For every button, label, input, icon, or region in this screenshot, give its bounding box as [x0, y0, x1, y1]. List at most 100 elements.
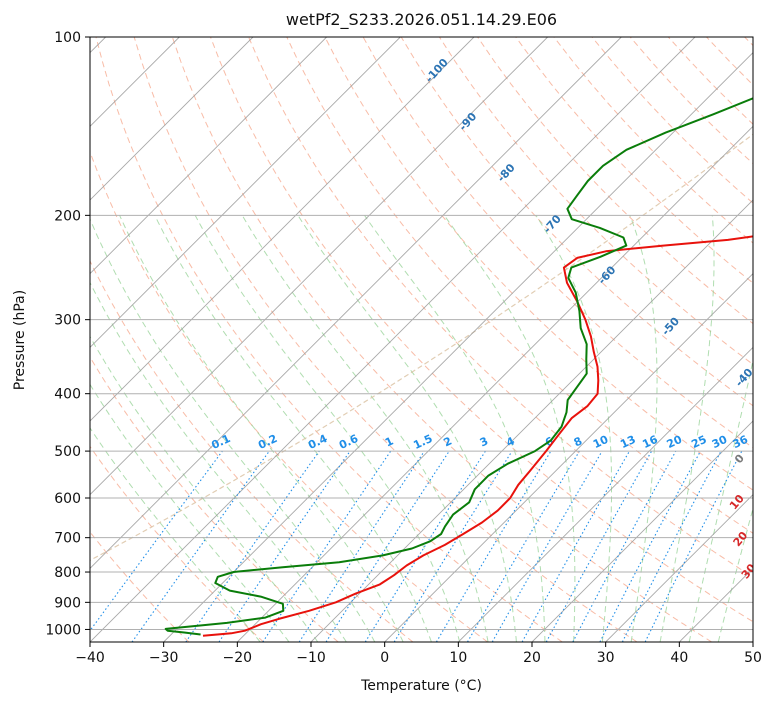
y-tick-label: 700 [54, 531, 81, 547]
y-tick-label: 100 [54, 30, 81, 46]
moist-adiabat-label: 0 [732, 452, 747, 466]
dry-adiabat-line [591, 37, 753, 204]
isotherm-line [163, 52, 753, 642]
mixing-ratio-line [364, 450, 486, 642]
moist-adiabat-line [194, 215, 461, 642]
mixing-ratio-label: 1.5 [411, 432, 434, 452]
x-axis-label: Temperature (°C) [361, 678, 482, 694]
dry-adiabat-label: -60 [595, 263, 618, 287]
dry-adiabat-line [90, 150, 488, 642]
mixing-ratio-line [521, 450, 630, 642]
isotherm-line [90, 37, 254, 201]
mixing-ratio-label: 0.4 [306, 432, 329, 452]
dry-adiabat-label: -100 [423, 56, 451, 85]
isotherm-line [310, 199, 753, 642]
moist-adiabat-line [154, 215, 432, 642]
mixing-ratio-label: 0.1 [209, 432, 232, 452]
dry-adiabat-line [95, 37, 563, 642]
moist-adiabat-line [90, 427, 261, 642]
mixing-ratio-label: 1 [383, 434, 395, 449]
isotherm-line [90, 37, 327, 275]
x-tick-label: −40 [75, 650, 105, 666]
y-tick-label: 600 [54, 491, 81, 507]
dry-adiabat-line [324, 37, 753, 491]
dry-adiabat-line [90, 356, 339, 642]
mixing-ratio-line [325, 450, 450, 642]
temperature-profile-line [202, 235, 753, 637]
mixing-ratio-label: 20 [665, 433, 685, 451]
plot-area: -100-90-80-70-60-50-40-30-20-100.10.20.4… [90, 37, 771, 642]
x-tick-label: 50 [744, 650, 762, 666]
y-tick-label: 500 [54, 444, 81, 460]
dry-adiabat-line [744, 37, 753, 47]
moist-adiabat-line [659, 215, 715, 642]
mixing-ratio-label: 3 [478, 434, 490, 449]
isotherm-line [679, 567, 753, 642]
moist-adiabat-line [90, 217, 376, 642]
mixing-ratio-label: 25 [689, 433, 708, 451]
moist-adiabat-line [90, 383, 290, 642]
mixing-ratio-label: 30 [710, 433, 730, 451]
isotherm-line [90, 37, 475, 422]
moist-adiabat-line [535, 215, 612, 642]
dry-adiabat-line [90, 445, 264, 642]
mixing-ratio-label: 16 [640, 433, 660, 451]
dry-adiabat-line [286, 37, 753, 534]
moist-adiabat-line [688, 358, 753, 642]
mixing-ratio-line [545, 450, 653, 642]
dry-adiabat-line [706, 37, 753, 86]
y-tick-label: 200 [54, 208, 81, 224]
dry-adiabat-line [133, 37, 638, 642]
y-tick-label: 800 [54, 565, 81, 581]
dry-adiabat-line [90, 531, 190, 642]
moist-adiabat-line [629, 215, 658, 642]
isotherm-line [90, 37, 622, 569]
isotherm-line [458, 346, 753, 642]
y-tick-label: 400 [54, 387, 81, 403]
moist-adiabat-line [443, 215, 576, 642]
chart-title: wetPf2_S233.2026.051.14.29.E06 [285, 10, 558, 29]
y-tick-label: 1000 [45, 622, 81, 638]
mixing-ratio-line [185, 450, 320, 642]
y-axis-label: Pressure (hPa) [12, 289, 28, 391]
mixing-ratio-line [262, 450, 392, 642]
isotherm-line [90, 37, 548, 496]
x-tick-label: 30 [597, 650, 615, 666]
dry-adiabat-line [667, 37, 753, 125]
dry-adiabat-label: -80 [495, 161, 518, 185]
dry-adiabat-line [248, 37, 753, 578]
moist-adiabat-line [119, 215, 404, 642]
mixing-ratio-label: 10 [591, 433, 611, 451]
dry-adiabat-label: -40 [733, 366, 756, 390]
dewpoint-profile-line [164, 97, 753, 636]
mixing-ratio-line [393, 450, 513, 642]
plot-frame [89, 36, 754, 643]
dry-adiabat-line [90, 259, 414, 642]
x-tick-label: −10 [296, 650, 326, 666]
isotherm-line [752, 641, 753, 642]
y-tick-label: 300 [54, 313, 81, 329]
isotherm-line [237, 125, 753, 642]
mixing-ratio-line [644, 450, 743, 642]
dry-adiabat-line [171, 37, 712, 642]
moist-adiabat-label: 20 [731, 529, 751, 549]
dry-adiabat-line [477, 37, 753, 325]
isotherm-line [605, 494, 753, 642]
isotherm-line [90, 37, 401, 348]
mixing-ratio-line [572, 450, 677, 642]
isotherm-line [531, 420, 753, 642]
reference-curve [90, 133, 753, 562]
moist-adiabat-label: 10 [727, 492, 747, 512]
mixing-ratio-line [131, 450, 270, 642]
x-tick-label: −30 [149, 650, 179, 666]
isotherm-line [384, 273, 753, 642]
moist-adiabat-label: 40 [751, 590, 771, 610]
mixing-ratio-label: 36 [731, 433, 751, 451]
dry-adiabat-line [210, 37, 753, 623]
x-tick-label: −20 [223, 650, 253, 666]
moist-adiabat-line [90, 281, 347, 642]
mixing-ratio-line [218, 450, 351, 642]
moist-adiabat-line [90, 335, 319, 642]
y-tick-label: 900 [54, 595, 81, 611]
x-tick-label: 20 [523, 650, 541, 666]
